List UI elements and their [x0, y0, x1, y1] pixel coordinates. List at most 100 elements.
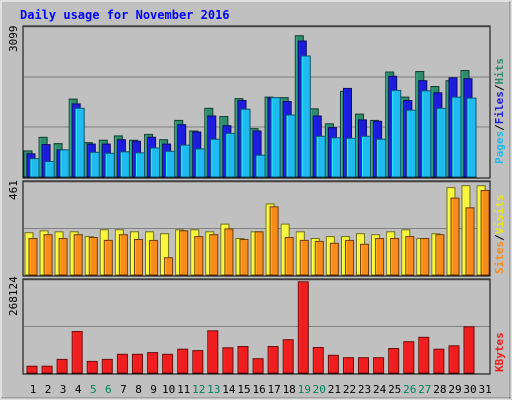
bar-kbytes-day-26: [403, 341, 415, 374]
grid-lines: [24, 26, 489, 327]
bar-kbytes-day-30: [463, 326, 475, 374]
x-tick-label: 31: [478, 383, 491, 396]
bar-kbytes-day-15: [237, 346, 249, 374]
bar-sites-day-30: [465, 207, 475, 276]
bar-sites-day-10: [164, 257, 174, 276]
x-tick-label: 13: [207, 383, 220, 396]
legend-sites: Sites: [493, 241, 506, 274]
bar-pages-day-13: [210, 138, 221, 178]
bar-kbytes-day-12: [192, 350, 204, 374]
bar-pages-day-12: [195, 148, 206, 178]
x-tick-label: 21: [328, 383, 341, 396]
bar-pages-day-25: [391, 89, 402, 178]
bar-sites-day-14: [224, 228, 234, 276]
bar-pages-day-7: [119, 151, 130, 178]
bar-kbytes-day-21: [327, 354, 339, 374]
bar-sites-day-7: [118, 234, 128, 276]
bar-pages-day-3: [59, 149, 70, 178]
x-tick-label: 17: [267, 383, 280, 396]
x-tick-label: 3: [60, 383, 67, 396]
x-tick-label: 2: [45, 383, 52, 396]
x-tick-label: 26: [403, 383, 416, 396]
x-tick-label: 24: [373, 383, 387, 396]
bar-kbytes-day-9: [147, 352, 159, 374]
bar-pages-day-22: [346, 137, 356, 178]
legend-middle: Sites/Visits: [493, 195, 506, 275]
bar-sites-day-29: [450, 197, 460, 276]
bar-sites-day-17: [269, 206, 279, 276]
bar-pages-day-15: [240, 108, 251, 178]
bar-kbytes-day-14: [222, 347, 234, 374]
bar-kbytes-day-11: [177, 348, 189, 374]
bar-sites-day-4: [73, 234, 83, 276]
bar-kbytes-day-3: [56, 358, 68, 374]
x-tick-label: 16: [252, 383, 265, 396]
x-tick-label: 18: [283, 383, 296, 396]
legend-hits: Hits: [493, 58, 506, 85]
legend-sep: /: [493, 84, 506, 91]
bar-kbytes-day-19: [297, 281, 309, 374]
legend-files: Files: [493, 91, 506, 124]
x-tick-label: 6: [105, 383, 112, 396]
x-axis-labels: 1 2 3 4 5 6 7 8 9 10 11 12 13 14 15 16 17 18 19 20 21 22 23 24 2…: [30, 383, 492, 396]
bar-sites-day-31: [480, 190, 490, 276]
x-tick-label: 5: [90, 383, 97, 396]
legend-pages: Pages: [493, 131, 506, 164]
bar-pages-day-9: [150, 147, 161, 178]
x-tick-label: 25: [388, 383, 401, 396]
legend-sep: /: [493, 234, 506, 241]
y-max-label-top: 3099: [7, 26, 20, 53]
bar-kbytes-day-22: [343, 357, 354, 374]
bar-pages-day-11: [180, 144, 191, 178]
bar-pages-day-6: [104, 152, 115, 178]
bar-pages-day-1: [29, 158, 40, 178]
x-tick-label: 12: [192, 383, 205, 396]
bar-sites-day-15: [239, 239, 249, 276]
x-tick-label: 7: [120, 383, 127, 396]
bar-sites-day-21: [329, 242, 339, 276]
bar-sites-day-20: [314, 240, 324, 276]
bar-kbytes-day-6: [101, 358, 113, 374]
bar-kbytes-day-24: [373, 357, 385, 374]
bar-sites-day-18: [284, 237, 294, 276]
bar-kbytes-day-20: [312, 347, 324, 374]
x-tick-label: 9: [150, 383, 157, 396]
bar-kbytes-day-5: [86, 360, 98, 374]
bar-sites-day-19: [299, 239, 309, 276]
x-tick-label: 28: [433, 383, 446, 396]
bar-pages-day-21: [330, 137, 341, 178]
bar-pages-day-5: [89, 151, 100, 178]
bar-pages-day-14: [225, 132, 236, 178]
bar-sites-day-11: [179, 230, 189, 276]
bar-sites-day-1: [28, 238, 38, 276]
bar-kbytes-day-7: [116, 353, 128, 374]
bar-kbytes-day-25: [388, 348, 400, 374]
bar-pages-day-24: [376, 138, 387, 178]
x-tick-label: 10: [162, 383, 175, 396]
bar-sites-day-26: [405, 236, 415, 276]
bar-sites-day-6: [103, 239, 113, 276]
bar-kbytes-day-10: [162, 353, 174, 374]
bar-sites-day-12: [194, 236, 204, 276]
bar-sites-day-9: [149, 239, 159, 276]
bar-pages-day-23: [361, 135, 371, 178]
bar-sites-day-23: [360, 243, 369, 276]
bar-pages-day-26: [406, 109, 417, 178]
bar-kbytes-day-27: [418, 336, 430, 374]
bar-pages-day-30: [466, 97, 477, 178]
bar-pages-day-28: [436, 107, 447, 178]
bar-pages-day-10: [165, 150, 176, 178]
y-max-label-bottom: 268124: [7, 276, 20, 316]
x-tick-label: 1: [30, 383, 37, 396]
bar-sites-day-22: [345, 239, 354, 276]
bar-pages-day-8: [135, 152, 145, 178]
bar-kbytes-day-18: [282, 339, 294, 374]
bar-kbytes-day-16: [252, 358, 264, 374]
bar-sites-day-3: [58, 238, 68, 276]
bar-pages-day-16: [255, 154, 266, 178]
x-tick-label: 23: [358, 383, 371, 396]
bar-pages-day-2: [44, 161, 55, 178]
